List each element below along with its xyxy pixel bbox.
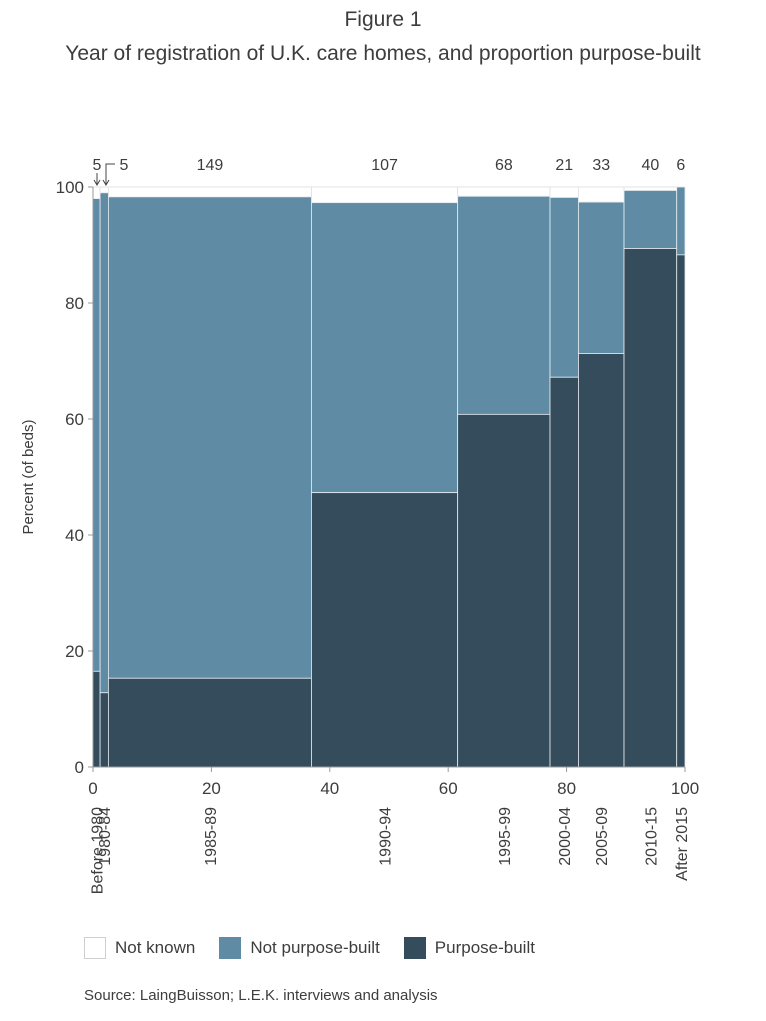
legend: Not known Not purpose-built Purpose-buil…	[84, 937, 559, 959]
bar-not-purpose-built-0	[92, 198, 101, 672]
y-axis-label: Percent (of beds)	[20, 419, 37, 534]
y-tick-label-40: 40	[65, 526, 84, 545]
bar-purpose-built-7	[623, 248, 678, 768]
legend-label-purpose-built: Purpose-built	[434, 938, 535, 957]
x-tick-label-80: 80	[557, 779, 576, 798]
bar-not-known-1	[99, 186, 109, 194]
category-label-4: 1995-99	[497, 807, 514, 866]
legend-item-purpose-built: Purpose-built	[403, 937, 535, 959]
top-label-1: 5	[120, 157, 129, 174]
figure-label: Figure 1	[344, 8, 422, 31]
bar-not-purpose-built-8	[676, 186, 686, 256]
bar-not-known-7	[623, 186, 678, 191]
legend-item-not-purpose-built: Not purpose-built	[219, 937, 380, 959]
legend-swatch-purpose-built	[403, 937, 426, 959]
bar-purpose-built-0	[92, 670, 101, 768]
arrow-head-1980-84	[102, 179, 110, 186]
legend-item-not-known: Not known	[84, 937, 195, 959]
y-tick-label-20: 20	[65, 642, 84, 661]
bar-not-purpose-built-6	[578, 201, 625, 354]
bar-not-known-4	[457, 186, 551, 197]
arrow-head-before-1980	[93, 179, 101, 186]
category-label-1: 1980-84	[97, 807, 114, 866]
bar-not-purpose-built-7	[623, 190, 678, 249]
top-label-8: 6	[676, 157, 685, 174]
bar-not-purpose-built-3	[311, 202, 459, 494]
arrow-line-1980-84	[105, 163, 115, 184]
top-label-6: 33	[592, 157, 610, 174]
bar-not-known-6	[578, 186, 625, 203]
bar-not-purpose-built-4	[457, 195, 551, 415]
legend-swatch-not-known	[84, 937, 106, 959]
category-label-8: After 2015	[674, 807, 691, 881]
bar-not-known-0	[92, 186, 101, 200]
y-tick-label-0: 0	[75, 758, 84, 777]
y-tick-label-60: 60	[65, 410, 84, 429]
top-label-3: 107	[371, 157, 398, 174]
axes-group: 0 20 40 60 80 100 0 20 40 60 80 100 Percent (of beds…	[20, 178, 699, 798]
bars-group	[92, 186, 686, 768]
category-label-6: 2005-09	[594, 807, 611, 866]
bar-not-purpose-built-5	[549, 197, 579, 378]
top-label-2: 149	[197, 157, 224, 174]
bar-not-known-3	[311, 186, 459, 204]
x-tick-label-100: 100	[671, 779, 699, 798]
y-tick-label-80: 80	[65, 294, 84, 313]
bar-purpose-built-8	[676, 254, 686, 768]
chart-title: Year of registration of U.K. care homes,…	[65, 42, 701, 65]
bar-purpose-built-1	[99, 692, 109, 768]
category-label-0: Before 1980	[90, 807, 107, 894]
x-tick-label-40: 40	[320, 779, 339, 798]
source-note: Source: LaingBuisson; L.E.K. interviews …	[84, 987, 438, 1004]
x-tick-label-60: 60	[439, 779, 458, 798]
legend-label-not-known: Not known	[115, 938, 196, 957]
bar-purpose-built-3	[311, 492, 459, 768]
bar-purpose-built-5	[549, 376, 579, 768]
legend-label-not-purpose-built: Not purpose-built	[250, 938, 380, 957]
bar-not-purpose-built-2	[107, 196, 312, 679]
top-label-4: 68	[495, 157, 513, 174]
top-label-7: 40	[641, 157, 659, 174]
top-label-0: 5	[93, 157, 102, 174]
category-label-5: 2000-04	[557, 807, 574, 866]
bar-purpose-built-2	[107, 677, 312, 768]
category-label-7: 2010-15	[643, 807, 660, 866]
y-tick-label-100: 100	[56, 178, 84, 197]
bar-not-known-2	[107, 186, 312, 198]
legend-swatch-not-purpose-built	[219, 937, 242, 959]
bar-not-known-5	[549, 186, 579, 198]
category-label-2: 1985-89	[203, 807, 220, 866]
marimekko-chart: 0 20 40 60 80 100 0 20 40 60 80 100 Percent (of beds…	[20, 157, 699, 894]
x-tick-label-0: 0	[88, 779, 97, 798]
category-label-3: 1990-94	[378, 807, 395, 866]
bar-purpose-built-4	[457, 413, 551, 768]
top-label-5: 21	[555, 157, 573, 174]
x-tick-label-20: 20	[202, 779, 221, 798]
bar-not-purpose-built-1	[99, 192, 109, 694]
bar-purpose-built-6	[578, 353, 625, 768]
